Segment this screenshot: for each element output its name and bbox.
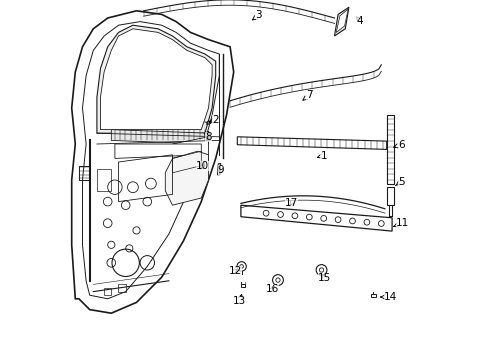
- Text: 10: 10: [195, 161, 208, 171]
- Text: 3: 3: [252, 10, 262, 20]
- Polygon shape: [97, 25, 215, 133]
- Text: 2: 2: [209, 114, 219, 125]
- Polygon shape: [72, 11, 233, 313]
- Text: 1: 1: [317, 150, 326, 161]
- Text: 15: 15: [317, 273, 330, 283]
- Polygon shape: [165, 151, 208, 205]
- Text: 6: 6: [393, 140, 404, 150]
- Text: 12: 12: [228, 266, 242, 276]
- Polygon shape: [101, 29, 212, 130]
- Text: 5: 5: [395, 177, 404, 187]
- Text: 9: 9: [217, 165, 224, 175]
- Polygon shape: [237, 137, 386, 149]
- Polygon shape: [115, 144, 201, 158]
- Polygon shape: [241, 205, 391, 231]
- Text: 17: 17: [284, 198, 297, 208]
- Text: 4: 4: [356, 16, 362, 26]
- Polygon shape: [386, 115, 393, 184]
- Text: 11: 11: [393, 218, 408, 228]
- Text: 13: 13: [233, 294, 246, 306]
- Polygon shape: [172, 137, 208, 173]
- Polygon shape: [217, 163, 220, 175]
- Text: 7: 7: [302, 90, 312, 100]
- Text: 14: 14: [380, 292, 396, 302]
- Text: 8: 8: [205, 132, 211, 142]
- Polygon shape: [111, 130, 208, 144]
- Text: 16: 16: [265, 284, 279, 294]
- Polygon shape: [336, 9, 347, 32]
- Polygon shape: [334, 7, 348, 36]
